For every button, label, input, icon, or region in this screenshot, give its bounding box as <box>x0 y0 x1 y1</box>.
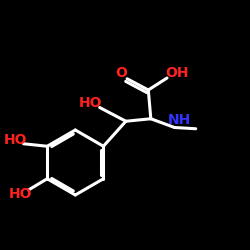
Text: OH: OH <box>165 66 189 80</box>
Text: HO: HO <box>79 96 103 110</box>
Text: HO: HO <box>3 133 27 147</box>
Text: NH: NH <box>168 114 191 128</box>
Text: HO: HO <box>8 188 32 202</box>
Text: O: O <box>116 66 128 80</box>
